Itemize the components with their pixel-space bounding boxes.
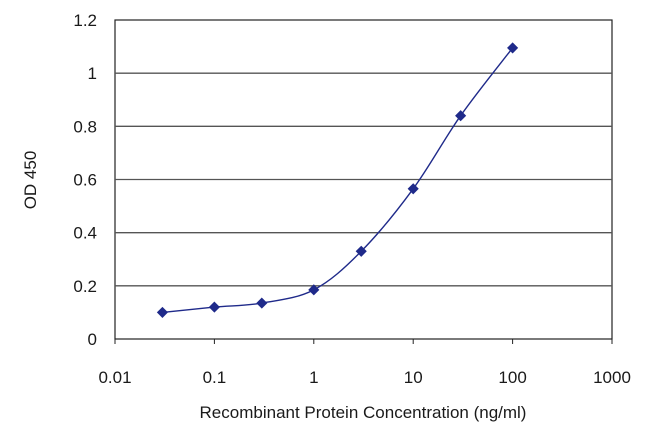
x-axis-ticks: 0.01 0.1 1 10 100 1000 xyxy=(98,339,631,387)
y-tick-label: 0.8 xyxy=(73,117,97,136)
x-tick-label: 1 xyxy=(309,368,318,387)
data-point-marker xyxy=(507,42,519,54)
y-tick-label: 0.2 xyxy=(73,277,97,296)
x-axis-title: Recombinant Protein Concentration (ng/ml… xyxy=(200,403,527,422)
data-point-marker xyxy=(355,245,367,257)
x-tick-label: 1000 xyxy=(593,368,631,387)
y-axis-ticks: 0 0.2 0.4 0.6 0.8 1 1.2 xyxy=(73,11,97,349)
y-tick-label: 0.4 xyxy=(73,224,97,243)
y-axis-title: OD 450 xyxy=(21,151,40,210)
x-tick-label: 0.1 xyxy=(203,368,227,387)
x-tick-label: 10 xyxy=(404,368,423,387)
data-point-marker xyxy=(407,183,419,195)
data-point-marker xyxy=(455,110,467,122)
data-point-marker xyxy=(208,301,220,313)
grid-lines xyxy=(115,72,612,287)
y-tick-label: 1 xyxy=(88,64,97,83)
y-tick-label: 0.6 xyxy=(73,171,97,190)
data-point-marker xyxy=(308,284,320,296)
series-group xyxy=(156,42,519,318)
data-point-marker xyxy=(256,297,268,309)
data-point-marker xyxy=(156,306,168,318)
x-tick-label: 0.01 xyxy=(98,368,131,387)
y-tick-label: 0 xyxy=(88,330,97,349)
y-tick-label: 1.2 xyxy=(73,11,97,30)
x-tick-label: 100 xyxy=(498,368,526,387)
